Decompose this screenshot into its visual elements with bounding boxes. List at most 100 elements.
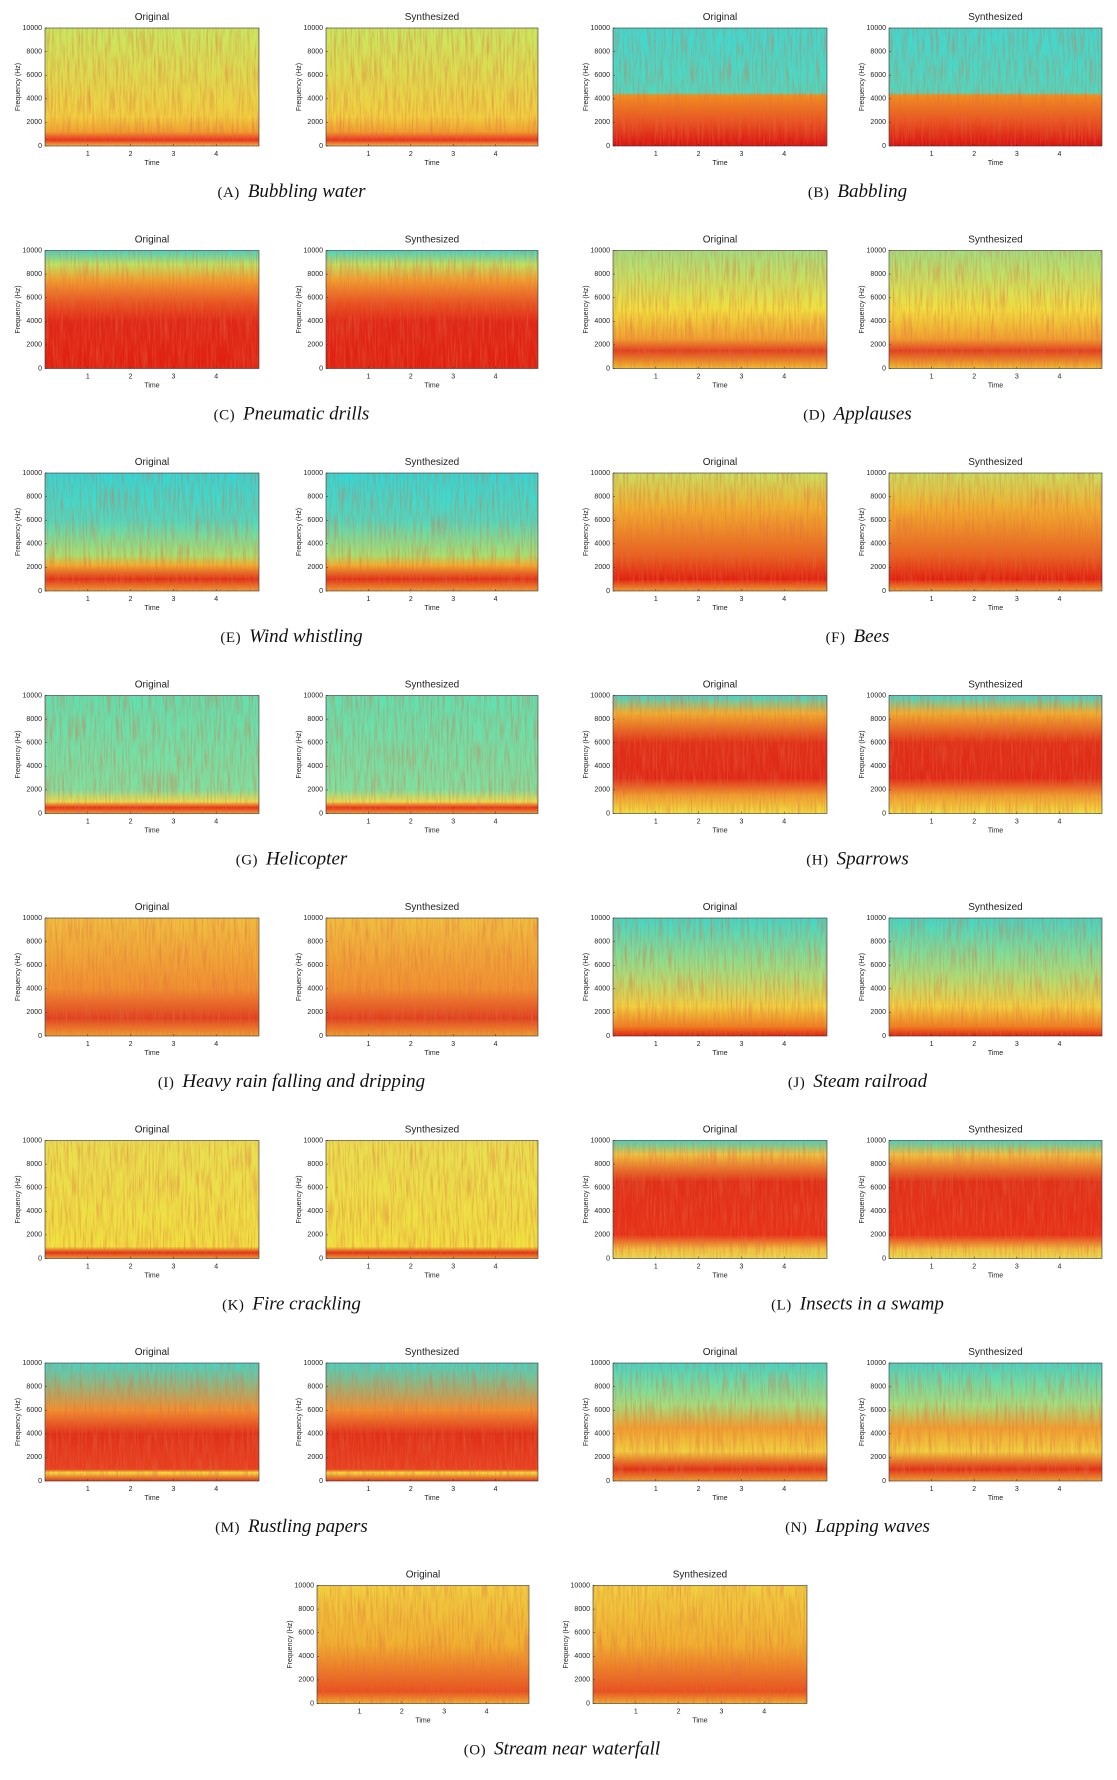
caption-label: (C) bbox=[214, 408, 236, 424]
y-tick-label: 4000 bbox=[870, 1208, 886, 1215]
y-axis-label: Frequency (Hz) bbox=[859, 1175, 866, 1223]
y-tick-label: 10000 bbox=[304, 692, 324, 699]
plot-frame bbox=[44, 1140, 260, 1259]
x-axis-label: Time bbox=[424, 1050, 439, 1057]
y-axis-label: Frequency (Hz) bbox=[583, 1398, 590, 1446]
spectrogram-texture bbox=[889, 250, 1102, 369]
y-axis-label: Frequency (Hz) bbox=[296, 508, 303, 556]
y-tick-label: 0 bbox=[882, 1478, 886, 1485]
caption: (K) Fire crackling bbox=[222, 1294, 361, 1315]
y-tick-label: 4000 bbox=[307, 318, 323, 325]
caption-name: Applauses bbox=[832, 404, 912, 425]
x-tick-label: 2 bbox=[972, 1263, 976, 1270]
plot-title: Original bbox=[703, 12, 737, 23]
x-tick-label: 3 bbox=[171, 1486, 175, 1493]
plot-frame bbox=[612, 695, 828, 814]
y-tick-label: 4000 bbox=[307, 1208, 323, 1215]
caption-label: (H) bbox=[806, 853, 828, 869]
plot-title: Original bbox=[135, 235, 169, 246]
y-tick-label: 8000 bbox=[26, 271, 42, 278]
y-tick-label: 6000 bbox=[307, 962, 323, 969]
y-tick-label: 6000 bbox=[298, 1630, 314, 1637]
x-tick-label: 3 bbox=[171, 1041, 175, 1048]
y-tick-label: 4000 bbox=[307, 1431, 323, 1438]
x-tick-label: 2 bbox=[697, 1263, 701, 1270]
y-tick-label: 2000 bbox=[307, 787, 323, 794]
caption-name: Bees bbox=[853, 626, 889, 647]
y-tick-label: 8000 bbox=[307, 938, 323, 945]
x-tick-label: 2 bbox=[409, 151, 413, 158]
y-tick-label: 4000 bbox=[594, 318, 610, 325]
y-tick-label: 10000 bbox=[23, 247, 43, 254]
x-tick-label: 4 bbox=[494, 818, 498, 825]
y-tick-label: 8000 bbox=[26, 1161, 42, 1168]
x-tick-label: 2 bbox=[972, 1041, 976, 1048]
x-tick-label: 2 bbox=[697, 373, 701, 380]
caption: (D) Applauses bbox=[803, 404, 911, 425]
y-tick-label: 2000 bbox=[26, 342, 42, 349]
y-tick-label: 8000 bbox=[298, 1606, 314, 1613]
y-tick-label: 8000 bbox=[870, 938, 886, 945]
y-tick-label: 4000 bbox=[870, 96, 886, 103]
y-tick-label: 8000 bbox=[26, 493, 42, 500]
spectrogram-texture bbox=[326, 918, 538, 1036]
y-tick-label: 10000 bbox=[23, 915, 43, 922]
y-axis-label: Frequency (Hz) bbox=[583, 1175, 590, 1223]
plot-title: Synthesized bbox=[405, 1125, 459, 1136]
caption-name: Helicopter bbox=[265, 849, 348, 870]
spectrogram-texture bbox=[45, 28, 259, 146]
y-tick-label: 8000 bbox=[870, 716, 886, 723]
x-tick-label: 3 bbox=[171, 818, 175, 825]
x-tick-label: 1 bbox=[930, 151, 934, 158]
y-tick-label: 10000 bbox=[591, 470, 611, 477]
x-axis-label: Time bbox=[988, 605, 1003, 612]
x-tick-label: 3 bbox=[739, 1486, 743, 1493]
plot-title: Synthesized bbox=[968, 902, 1022, 913]
x-tick-label: 3 bbox=[171, 596, 175, 603]
x-axis-label: Time bbox=[712, 382, 727, 389]
x-tick-label: 4 bbox=[782, 151, 786, 158]
x-axis-label: Time bbox=[144, 827, 159, 834]
x-axis-label: Time bbox=[712, 1272, 727, 1279]
spectrogram-texture bbox=[613, 1140, 827, 1259]
y-tick-label: 2000 bbox=[870, 342, 886, 349]
x-tick-label: 2 bbox=[409, 1486, 413, 1493]
x-axis-label: Time bbox=[424, 160, 439, 167]
plot-title: Synthesized bbox=[405, 12, 459, 23]
y-tick-label: 10000 bbox=[304, 247, 324, 254]
y-tick-label: 4000 bbox=[594, 96, 610, 103]
y-tick-label: 10000 bbox=[23, 25, 43, 32]
y-tick-label: 4000 bbox=[307, 986, 323, 993]
y-tick-label: 6000 bbox=[594, 295, 610, 302]
y-tick-label: 0 bbox=[606, 588, 610, 595]
y-tick-label: 10000 bbox=[867, 692, 887, 699]
y-tick-label: 6000 bbox=[870, 295, 886, 302]
y-axis-label: Frequency (Hz) bbox=[287, 1620, 294, 1668]
x-tick-label: 1 bbox=[366, 1486, 370, 1493]
plot-frame bbox=[888, 250, 1103, 369]
x-tick-label: 2 bbox=[409, 818, 413, 825]
x-axis-label: Time bbox=[988, 1495, 1003, 1502]
plot-frame bbox=[325, 250, 539, 369]
y-tick-label: 0 bbox=[38, 588, 42, 595]
caption-label: (N) bbox=[785, 1520, 807, 1536]
plot-frame bbox=[612, 1140, 828, 1259]
plot-title: Original bbox=[135, 1125, 169, 1136]
y-tick-label: 8000 bbox=[26, 938, 42, 945]
x-tick-label: 4 bbox=[782, 1263, 786, 1270]
caption-name: Sparrows bbox=[837, 849, 909, 870]
x-tick-label: 2 bbox=[400, 1708, 404, 1715]
x-tick-label: 3 bbox=[739, 818, 743, 825]
x-axis-label: Time bbox=[424, 1272, 439, 1279]
plot-frame bbox=[316, 1585, 530, 1704]
x-axis-label: Time bbox=[692, 1717, 707, 1724]
plot-frame bbox=[44, 472, 260, 592]
caption: (O) Stream near waterfall bbox=[464, 1739, 660, 1760]
x-axis-label: Time bbox=[144, 160, 159, 167]
x-tick-label: 3 bbox=[1015, 1041, 1019, 1048]
spectrogram-texture bbox=[593, 1585, 807, 1704]
spectrogram-texture bbox=[613, 250, 827, 369]
x-tick-label: 1 bbox=[86, 1263, 90, 1270]
spectrogram-texture bbox=[45, 918, 259, 1036]
y-tick-label: 2000 bbox=[594, 564, 610, 571]
